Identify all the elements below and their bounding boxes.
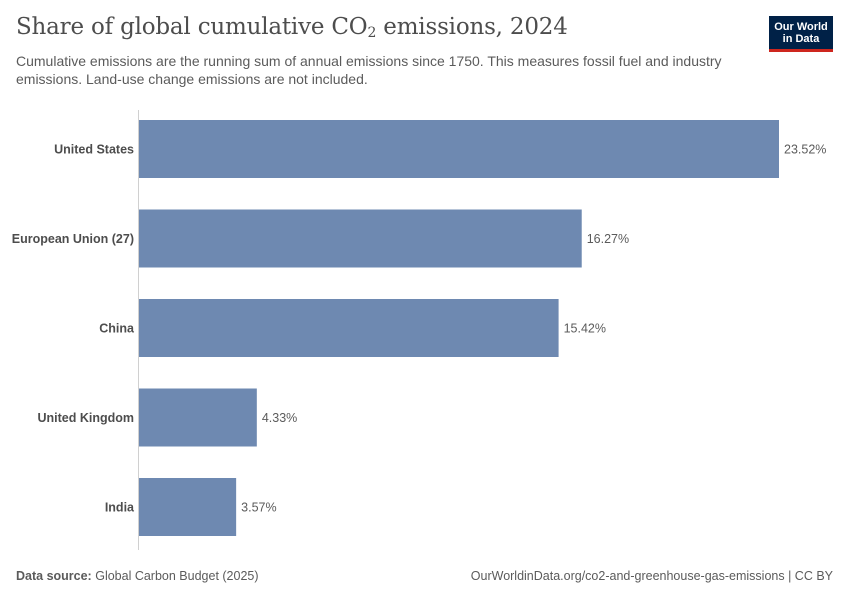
owid-logo[interactable]: Our World in Data [769,16,833,52]
bar-2 [139,299,559,357]
logo-line-1: Our World [774,21,828,33]
data-source: Data source: Global Carbon Budget (2025) [16,569,259,583]
bar-0 [139,120,779,178]
title-main: Share of global cumulative CO [16,14,368,40]
chart-title: Share of global cumulative CO2 emissions… [16,14,568,41]
category-label-0: United States [54,143,134,157]
data-source-link[interactable]: Global Carbon Budget (2025) [95,569,259,583]
value-label-1: 16.27% [587,232,629,246]
chart-subtitle: Cumulative emissions are the running sum… [16,53,722,87]
value-label-3: 4.33% [262,411,297,425]
bar-1 [139,209,582,268]
bar-chart: United States 23.52% European Union (27) 16… [12,110,826,550]
category-label-4: India [105,501,135,515]
category-label-1: European Union (27) [12,232,134,246]
value-label-0: 23.52% [784,143,826,157]
value-label-4: 3.57% [241,501,276,515]
value-label-2: 15.42% [564,322,606,336]
logo-line-2: in Data [782,33,820,45]
category-label-3: United Kingdom [37,411,134,425]
title-tail: emissions, 2024 [376,14,568,40]
source-url[interactable]: OurWorldinData.org/co2-and-greenhouse-ga… [470,569,833,583]
bar-4 [139,478,237,536]
category-label-2: China [99,322,135,336]
title-subscript: 2 [367,25,377,41]
data-source-label: Data source: [16,569,92,583]
bar-3 [139,388,257,447]
